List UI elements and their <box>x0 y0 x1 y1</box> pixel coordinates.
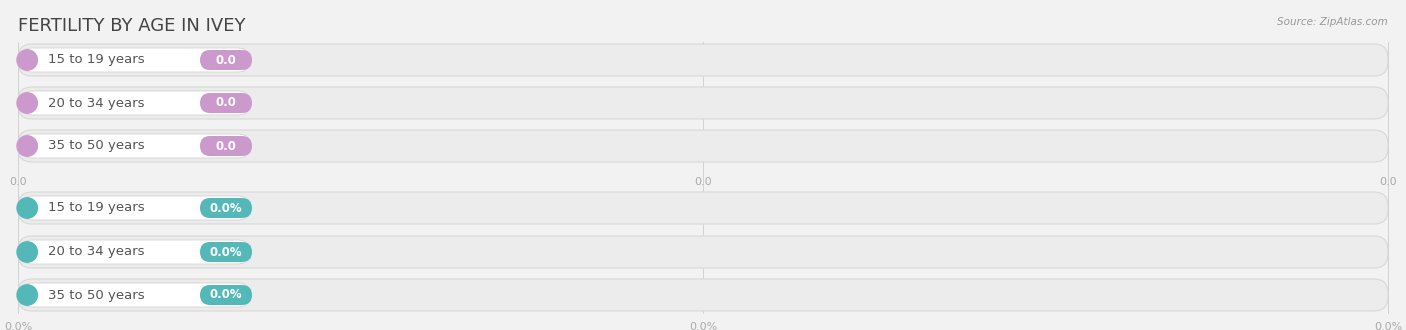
FancyBboxPatch shape <box>20 283 250 307</box>
FancyBboxPatch shape <box>200 50 252 70</box>
FancyBboxPatch shape <box>20 196 250 220</box>
Text: 0.0: 0.0 <box>215 53 236 67</box>
FancyBboxPatch shape <box>18 130 1388 162</box>
FancyBboxPatch shape <box>20 240 250 264</box>
FancyBboxPatch shape <box>200 242 252 262</box>
Circle shape <box>17 198 38 218</box>
Circle shape <box>17 136 38 156</box>
Text: Source: ZipAtlas.com: Source: ZipAtlas.com <box>1277 17 1388 27</box>
Circle shape <box>17 50 38 70</box>
Text: 15 to 19 years: 15 to 19 years <box>48 202 145 214</box>
Text: FERTILITY BY AGE IN IVEY: FERTILITY BY AGE IN IVEY <box>18 17 246 35</box>
FancyBboxPatch shape <box>18 279 1388 311</box>
Text: 35 to 50 years: 35 to 50 years <box>48 140 145 152</box>
Text: 35 to 50 years: 35 to 50 years <box>48 288 145 302</box>
FancyBboxPatch shape <box>200 93 252 113</box>
FancyBboxPatch shape <box>20 48 250 72</box>
Text: 0.0%: 0.0% <box>209 246 242 258</box>
FancyBboxPatch shape <box>18 236 1388 268</box>
Text: 20 to 34 years: 20 to 34 years <box>48 246 145 258</box>
Text: 0.0: 0.0 <box>215 140 236 152</box>
Text: 0.0: 0.0 <box>695 177 711 187</box>
Text: 0.0%: 0.0% <box>4 322 32 330</box>
Text: 15 to 19 years: 15 to 19 years <box>48 53 145 67</box>
Text: 20 to 34 years: 20 to 34 years <box>48 96 145 110</box>
FancyBboxPatch shape <box>18 192 1388 224</box>
Circle shape <box>17 285 38 305</box>
FancyBboxPatch shape <box>200 285 252 305</box>
FancyBboxPatch shape <box>18 87 1388 119</box>
FancyBboxPatch shape <box>200 136 252 156</box>
FancyBboxPatch shape <box>20 91 250 115</box>
Circle shape <box>17 242 38 262</box>
FancyBboxPatch shape <box>20 134 250 158</box>
Text: 0.0: 0.0 <box>1379 177 1396 187</box>
FancyBboxPatch shape <box>200 198 252 218</box>
Text: 0.0%: 0.0% <box>1374 322 1402 330</box>
Text: 0.0%: 0.0% <box>209 202 242 214</box>
Text: 0.0%: 0.0% <box>209 288 242 302</box>
Text: 0.0: 0.0 <box>10 177 27 187</box>
Circle shape <box>17 93 38 113</box>
FancyBboxPatch shape <box>18 44 1388 76</box>
Text: 0.0%: 0.0% <box>689 322 717 330</box>
Text: 0.0: 0.0 <box>215 96 236 110</box>
